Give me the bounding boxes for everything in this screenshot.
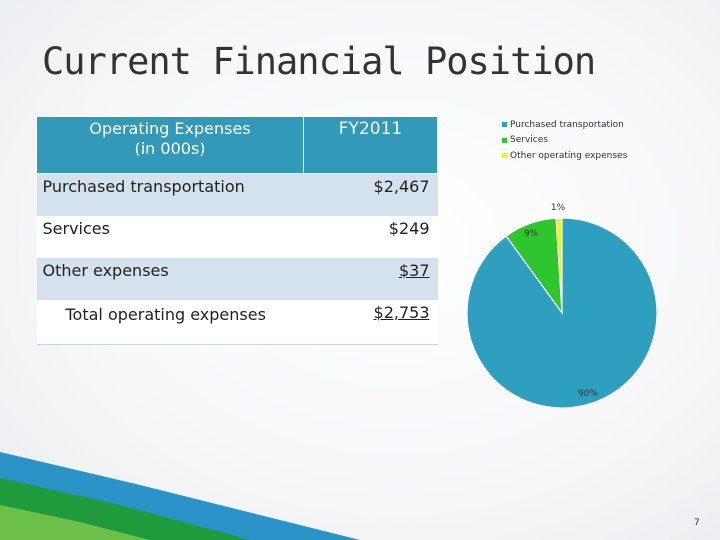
chart-legend: Purchased transportation Services Other … bbox=[502, 117, 627, 164]
corner-decoration bbox=[0, 452, 360, 540]
page-number: 7 bbox=[694, 518, 700, 528]
row-value: $249 bbox=[303, 216, 438, 258]
legend-swatch bbox=[502, 122, 507, 128]
table-row: Services $249 bbox=[36, 216, 438, 258]
row-label: Total operating expenses bbox=[36, 300, 304, 345]
legend-item: Services bbox=[502, 133, 627, 149]
table-row: Purchased transportation $2,467 bbox=[36, 173, 438, 216]
legend-swatch bbox=[502, 137, 507, 143]
table-row-total: Total operating expenses $2,753 bbox=[36, 300, 438, 345]
pie-slice bbox=[466, 217, 658, 409]
legend-label: Purchased transportation bbox=[510, 119, 624, 130]
row-label: Purchased transportation bbox=[36, 173, 304, 216]
row-value: $2,753 bbox=[303, 300, 438, 345]
pie-slice-label: 9% bbox=[524, 229, 539, 239]
legend-label: Other operating expenses bbox=[510, 150, 628, 161]
header-fy2011: FY2011 bbox=[303, 116, 438, 174]
legend-swatch bbox=[502, 153, 507, 159]
pie-slice-label: 90% bbox=[578, 389, 598, 399]
header-col1-line2: (in 000s) bbox=[134, 139, 206, 158]
decor-stripe-lightgreen bbox=[0, 505, 150, 540]
legend-label: Services bbox=[510, 135, 548, 146]
header-operating-expenses: Operating Expenses (in 000s) bbox=[36, 116, 304, 174]
row-label: Other expenses bbox=[36, 258, 304, 300]
pie-slice-label: 1% bbox=[551, 203, 566, 213]
header-col1-line1: Operating Expenses bbox=[89, 119, 251, 138]
table-row: Other expenses $37 bbox=[36, 258, 438, 300]
legend-item: Purchased transportation bbox=[502, 117, 627, 133]
row-label: Services bbox=[36, 216, 304, 258]
row-value: $2,467 bbox=[303, 173, 438, 216]
legend-item: Other operating expenses bbox=[502, 148, 627, 164]
table-header-row: Operating Expenses (in 000s) FY2011 bbox=[36, 116, 438, 174]
row-value: $37 bbox=[303, 258, 438, 300]
slide-title: Current Financial Position bbox=[42, 40, 596, 83]
expenses-table: Operating Expenses (in 000s) FY2011 Purc… bbox=[36, 116, 438, 345]
